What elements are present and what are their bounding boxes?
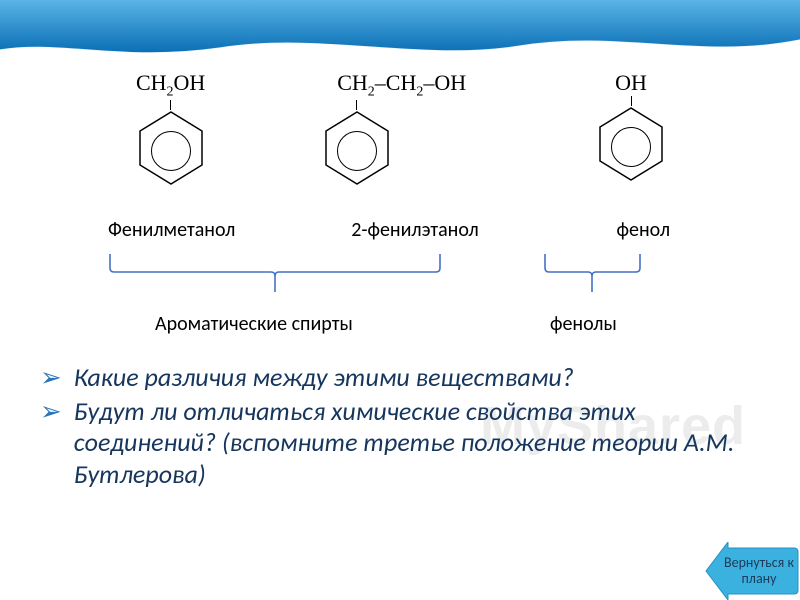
question-1: ➢ Какие различия между этими веществами?: [40, 362, 760, 394]
header-wave: [0, 0, 800, 62]
question-text-2: Будут ли отличаться химические свойства …: [74, 396, 760, 491]
molecule-3: OH: [598, 70, 664, 191]
formula-3: OH: [615, 70, 647, 96]
bond-2: [356, 100, 357, 110]
molecule-1: CH2OH: [136, 70, 205, 191]
bond-1: [170, 100, 171, 110]
question-2: ➢ Будут ли отличаться химические свойств…: [40, 396, 760, 491]
formula-1: CH2OH: [136, 70, 205, 100]
category-phenols: фенолы: [550, 312, 617, 336]
bond-3: [631, 96, 632, 106]
name-2: 2-фенилэтанол: [315, 218, 515, 242]
bullet-icon: ➢: [40, 362, 62, 393]
back-btn-label: Вернуться к плану: [704, 555, 800, 587]
category-aromatic: Ароматические спирты: [155, 312, 353, 336]
formula-2: CH2–CH2–OH: [337, 70, 466, 100]
name-3: фенол: [568, 218, 718, 242]
name-1: Фенилметанол: [82, 218, 262, 242]
brackets: [0, 248, 800, 308]
names-row: Фенилметанол 2-фенилэтанол фенол: [0, 218, 800, 242]
ring-1: [138, 110, 204, 191]
molecule-2: CH2–CH2–OH: [337, 70, 466, 191]
question-text-1: Какие различия между этими веществами?: [74, 362, 574, 394]
ring-3: [598, 106, 664, 187]
bullet-icon: ➢: [40, 396, 62, 427]
back-to-plan-button[interactable]: Вернуться к плану: [704, 542, 800, 600]
ring-2: [324, 110, 390, 191]
questions-block: ➢ Какие различия между этими веществами?…: [40, 362, 760, 493]
molecules-row: CH2OH CH2–CH2–OH OH: [0, 70, 800, 191]
